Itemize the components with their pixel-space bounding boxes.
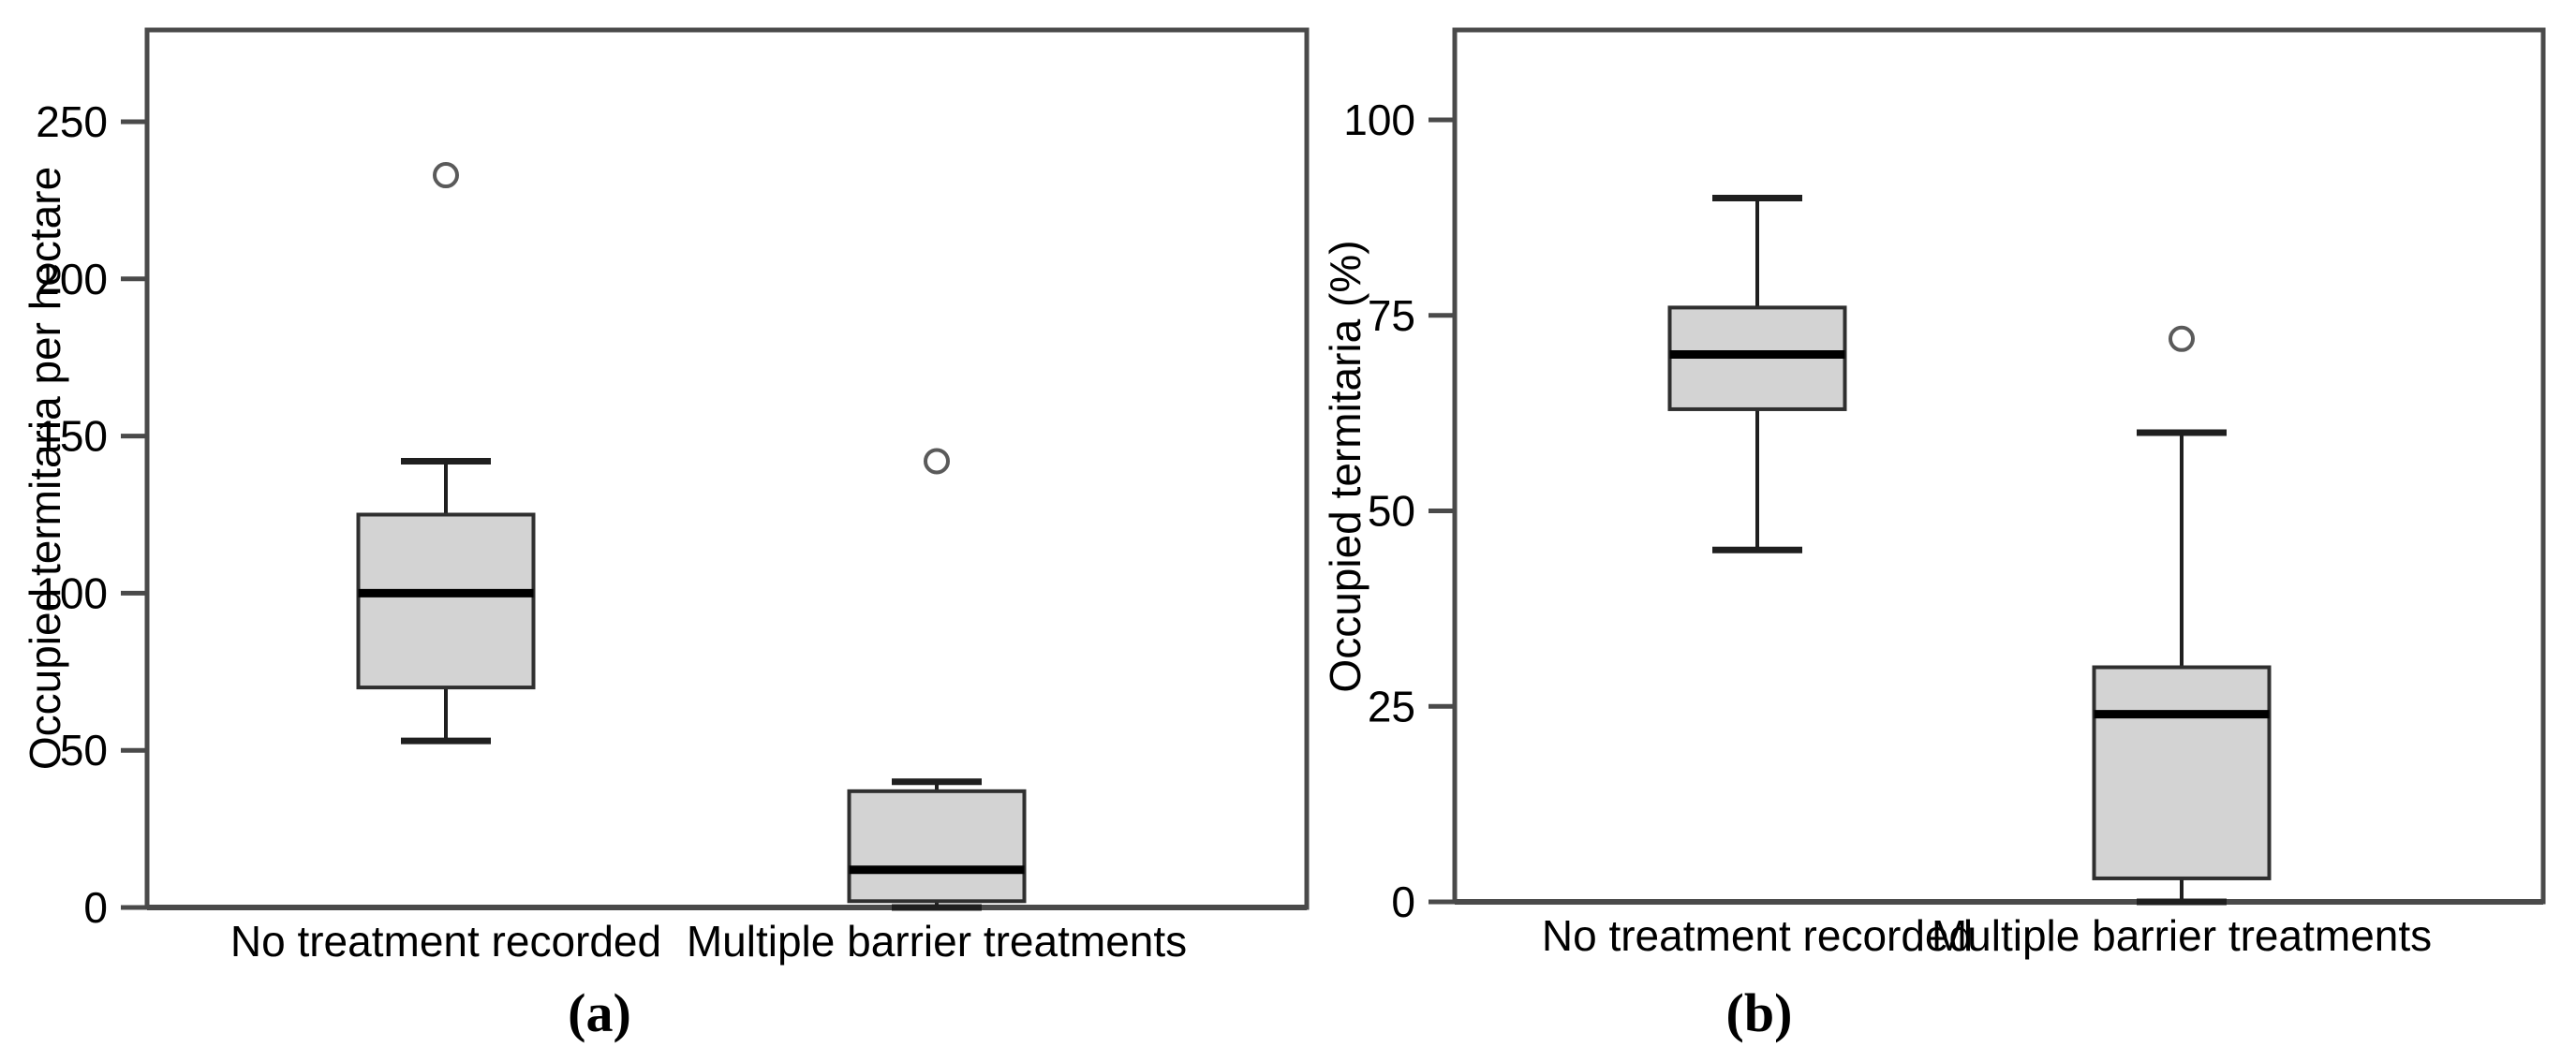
y-tick-label: 100 [1343, 96, 1415, 144]
y-tick-label: 75 [1368, 291, 1415, 340]
panel-b: 0 25 50 75 100 Occupied termitaria (%) No trea… [1321, 27, 2546, 960]
panel-b-plot-border [1452, 27, 2546, 905]
x-category-label: No treatment recorded [230, 917, 661, 966]
panel-a: 0 50 100 150 200 250 Occupied termitaria per h… [21, 27, 1310, 966]
y-tick-label: 200 [36, 255, 108, 303]
y-tick-label: 0 [1391, 878, 1415, 926]
x-category-label: Multiple barrier treatments [687, 917, 1187, 966]
panel-b-box-group-1 [1667, 195, 1847, 553]
x-category-label: Multiple barrier treatments [1932, 911, 2432, 960]
iqr-box [847, 789, 1027, 904]
y-tick-label: 0 [83, 883, 108, 932]
panel-a-plot-border [144, 27, 1310, 910]
outlier-point [924, 448, 950, 475]
panel-b-y-axis-title: Occupied termitaria (%) [1321, 240, 1369, 692]
panel-b-box-group-2 [2092, 325, 2272, 906]
panel-a-box-group-1 [356, 162, 536, 745]
iqr-box [356, 512, 536, 690]
panel-a-caption: (a) [568, 982, 631, 1043]
outlier-point [433, 162, 459, 189]
y-tick-label: 50 [60, 726, 108, 774]
outlier-point [2169, 325, 2195, 352]
panel-a-box-group-2 [847, 448, 1027, 911]
y-tick-label: 50 [1368, 487, 1415, 536]
x-category-label: No treatment recorded [1542, 911, 1973, 960]
y-tick-label: 250 [36, 97, 108, 146]
y-tick-label: 150 [36, 412, 108, 461]
panel-a-y-axis-title: Occupied termitaria per hectare [21, 167, 69, 770]
y-tick-label: 25 [1368, 682, 1415, 730]
panel-b-caption: (b) [1725, 982, 1793, 1043]
iqr-box [2092, 665, 2272, 880]
y-tick-label: 100 [36, 568, 108, 617]
